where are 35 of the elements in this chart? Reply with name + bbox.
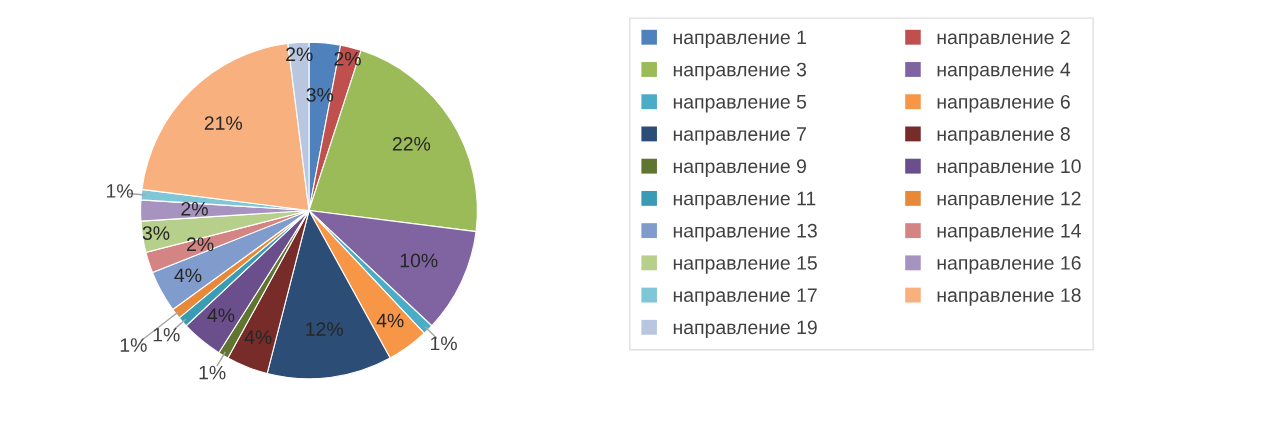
data-label: 22% bbox=[392, 136, 431, 151]
legend-label: направление 2 bbox=[937, 30, 1070, 49]
data-label: 4% bbox=[174, 268, 202, 283]
data-label: 1% bbox=[120, 338, 147, 352]
legend-label: направление 17 bbox=[673, 288, 817, 306]
legend-label: направление 8 bbox=[937, 127, 1070, 145]
data-label: 3% bbox=[142, 226, 170, 240]
legend-label: направление 10 bbox=[937, 159, 1081, 177]
legend-label: направление 5 bbox=[673, 95, 807, 113]
legend-label: направление 13 bbox=[673, 223, 817, 242]
legend-label: направление 7 bbox=[673, 127, 806, 145]
data-label: 1% bbox=[430, 336, 457, 351]
legend-label: направление 1 bbox=[673, 30, 806, 49]
legend-label: направление 14 bbox=[937, 224, 1081, 242]
data-label: 12% bbox=[306, 322, 343, 336]
legend-label: направление 12 bbox=[937, 191, 1081, 210]
data-label: 4% bbox=[244, 330, 272, 345]
legend-label: направление 15 bbox=[673, 256, 817, 274]
data-label: 2% bbox=[187, 237, 214, 252]
data-label: 21% bbox=[204, 116, 243, 130]
data-label: 4% bbox=[376, 313, 404, 328]
legend-label: направление 4 bbox=[937, 62, 1071, 81]
data-label: 1% bbox=[153, 327, 180, 342]
legend-label: направление 11 bbox=[673, 191, 816, 210]
legend-label: направление 19 bbox=[673, 320, 817, 339]
legend-label: направление 16 bbox=[937, 256, 1081, 274]
data-label: 10% bbox=[400, 253, 438, 268]
legend-label: направление 6 bbox=[937, 94, 1070, 113]
data-label: 1% bbox=[106, 184, 133, 198]
data-label: 1% bbox=[199, 365, 226, 380]
legend-label: направление 18 bbox=[937, 288, 1081, 306]
data-label: 4% bbox=[207, 308, 235, 323]
legend-label: направление 9 bbox=[673, 159, 806, 177]
data-label: 2% bbox=[181, 201, 208, 216]
legend-label: направление 3 bbox=[673, 62, 807, 81]
